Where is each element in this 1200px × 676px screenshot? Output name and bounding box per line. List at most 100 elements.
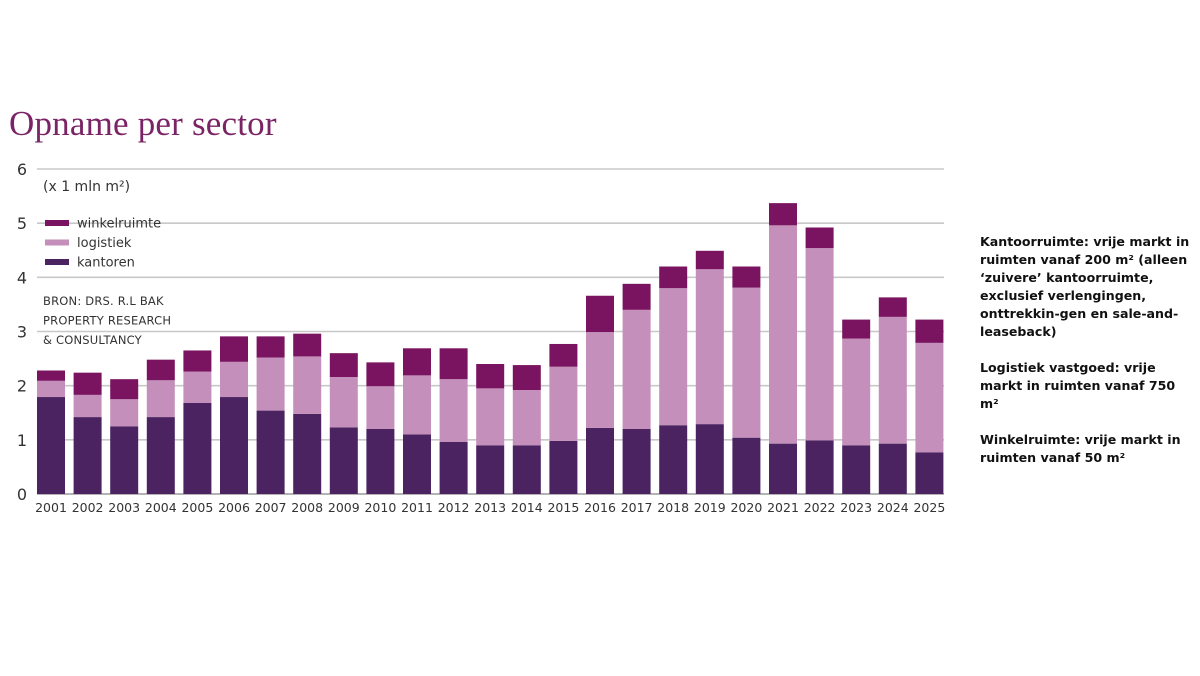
bar-segment-logistiek [329, 377, 358, 428]
x-axis: 2001 2002 2003 2004 2005 2006 2007 2008 2009 2010… [35, 500, 945, 515]
y-tick-label: 2 [17, 377, 27, 396]
y-axis: 0 1 2 3 4 5 6 [17, 160, 27, 504]
notes-panel: Kantoorruimte: vrije markt in ruimten va… [980, 233, 1190, 485]
bar-segment-winkelruimte [915, 319, 944, 343]
x-tick-label: 2009 [328, 500, 360, 515]
bar-segment-winkelruimte [622, 283, 651, 310]
x-tick-label: 2020 [730, 500, 762, 515]
bar-segment-logistiek [146, 380, 175, 418]
unit-label: (x 1 mln m²) [43, 179, 130, 195]
bar-segment-kantoren [220, 397, 248, 494]
bar-segment-logistiek [403, 375, 431, 435]
bar-segment-logistiek [476, 388, 505, 446]
bar-segment-winkelruimte [439, 348, 468, 380]
bar-segment-winkelruimte [293, 333, 322, 357]
bar-segment-logistiek [293, 356, 322, 414]
bar-segment-winkelruimte [110, 379, 139, 400]
bar-segment-kantoren [915, 452, 944, 494]
x-tick-label: 2023 [840, 500, 872, 515]
x-tick-label: 2010 [364, 500, 396, 515]
bar-segment-kantoren [293, 413, 322, 494]
bar-segment-logistiek [512, 390, 541, 446]
legend: winkelruimte logistiek kantoren [45, 217, 161, 271]
x-tick-label: 2021 [767, 500, 799, 515]
bar-segment-logistiek [586, 332, 614, 428]
note-kantoorruimte: Kantoorruimte: vrije markt in ruimten va… [980, 234, 1190, 339]
x-tick-label: 2012 [438, 500, 470, 515]
bar-segment-winkelruimte [878, 297, 907, 317]
source-line: & CONSULTANCY [43, 333, 143, 347]
bar-segment-winkelruimte [476, 364, 505, 389]
bar-segment-winkelruimte [366, 362, 395, 387]
bar-segment-winkelruimte [586, 295, 614, 333]
bar-segment-winkelruimte [37, 370, 65, 381]
x-tick-label: 2025 [913, 500, 945, 515]
bar-segment-kantoren [512, 445, 541, 494]
bar-segment-winkelruimte [769, 203, 797, 226]
bar-segment-logistiek [842, 338, 871, 446]
bar-segment-logistiek [37, 380, 65, 398]
bar-segment-winkelruimte [842, 319, 871, 339]
bar-segment-kantoren [329, 427, 358, 494]
bar-segment-winkelruimte [329, 353, 358, 377]
y-tick-label: 4 [17, 268, 27, 287]
legend-swatch-winkelruimte [45, 220, 69, 226]
x-tick-label: 2002 [72, 500, 104, 515]
legend-label-logistiek: logistiek [77, 236, 132, 251]
chart-title: Opname per sector [9, 104, 277, 143]
bar-segment-logistiek [805, 248, 834, 441]
x-tick-label: 2015 [547, 500, 579, 515]
note-logistiek: Logistiek vastgoed: vrije markt in ruimt… [980, 360, 1176, 411]
bar-segment-winkelruimte [146, 359, 175, 381]
bar-segment-logistiek [659, 288, 688, 426]
legend-swatch-kantoren [45, 259, 69, 265]
bar-segment-kantoren [695, 424, 724, 494]
bar-segment-kantoren [842, 445, 871, 494]
bar-segment-logistiek [366, 386, 395, 429]
bar-segment-winkelruimte [183, 350, 212, 372]
bar-segment-kantoren [586, 427, 614, 494]
bar-segment-kantoren [183, 403, 212, 494]
bars [37, 203, 944, 494]
bar-segment-winkelruimte [695, 250, 724, 270]
x-tick-label: 2016 [584, 500, 616, 515]
bar-segment-kantoren [403, 434, 431, 494]
x-tick-label: 2005 [181, 500, 213, 515]
bar-segment-logistiek [183, 371, 212, 403]
bar-segment-logistiek [915, 342, 944, 453]
x-tick-label: 2006 [218, 500, 250, 515]
bar-segment-logistiek [769, 225, 797, 444]
legend-label-kantoren: kantoren [77, 256, 135, 271]
bar-segment-logistiek [439, 379, 468, 442]
bar-segment-winkelruimte [805, 227, 834, 249]
note-winkelruimte: Winkelruimte: vrije markt in ruimten van… [980, 432, 1181, 465]
source-line: BRON: DRS. R.L BAK [43, 294, 164, 308]
legend-label-winkelruimte: winkelruimte [77, 217, 161, 232]
bar-segment-logistiek [73, 394, 102, 418]
bar-segment-logistiek [549, 366, 578, 441]
y-tick-label: 6 [17, 160, 27, 179]
x-tick-label: 2008 [291, 500, 323, 515]
x-tick-label: 2024 [877, 500, 909, 515]
bar-segment-logistiek [878, 316, 907, 444]
x-tick-label: 2004 [145, 500, 177, 515]
bar-segment-kantoren [366, 429, 395, 494]
x-tick-label: 2013 [474, 500, 506, 515]
x-tick-label: 2017 [621, 500, 653, 515]
bar-segment-winkelruimte [659, 266, 688, 289]
bar-segment-kantoren [37, 397, 65, 494]
bar-segment-logistiek [256, 357, 285, 411]
x-tick-label: 2011 [401, 500, 433, 515]
source-line: PROPERTY RESEARCH [43, 314, 171, 328]
bar-segment-kantoren [732, 437, 761, 494]
bar-segment-winkelruimte [220, 336, 248, 362]
x-tick-label: 2018 [657, 500, 689, 515]
bar-segment-kantoren [805, 440, 834, 494]
x-tick-label: 2014 [511, 500, 543, 515]
bar-segment-winkelruimte [732, 266, 761, 288]
bar-segment-kantoren [73, 417, 102, 494]
y-tick-label: 0 [17, 485, 27, 504]
bar-segment-kantoren [878, 443, 907, 494]
bar-segment-kantoren [659, 425, 688, 494]
